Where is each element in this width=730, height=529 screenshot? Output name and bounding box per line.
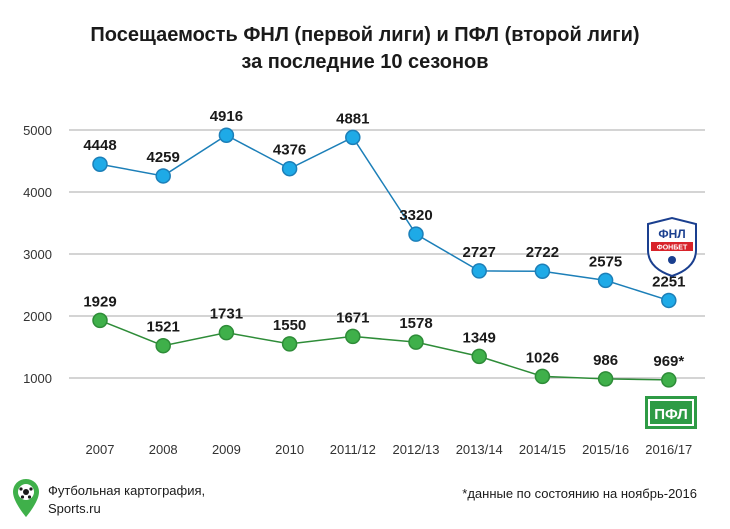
fnl-data-point xyxy=(661,292,677,309)
x-tick-label: 2015/16 xyxy=(582,442,629,457)
fnl-data-point xyxy=(345,129,361,146)
x-tick-label: 2013/14 xyxy=(456,442,503,457)
pfl-data-label: 969* xyxy=(653,353,684,370)
x-tick-label: 2008 xyxy=(149,442,178,457)
fnl-data-label: 4916 xyxy=(210,108,243,125)
fnl-data-point xyxy=(534,263,551,279)
x-tick-label: 2007 xyxy=(86,442,115,457)
fnl-data-label: 4448 xyxy=(83,137,116,154)
pfl-data-label: 986 xyxy=(593,352,618,369)
pfl-data-label: 1349 xyxy=(463,329,496,346)
fnl-data-point xyxy=(218,127,235,143)
fnl-data-point xyxy=(92,156,108,172)
y-tick-label: 2000 xyxy=(23,309,52,324)
pfl-data-label: 1550 xyxy=(273,317,306,334)
pfl-data-label: 1929 xyxy=(83,293,116,310)
pfl-data-label: 1671 xyxy=(336,309,369,326)
fnl-data-label: 4376 xyxy=(273,142,306,159)
fnl-logo-sponsor: ФОНБЕТ xyxy=(657,245,688,252)
pfl-data-point xyxy=(534,368,551,385)
fnl-data-label: 2575 xyxy=(589,253,622,270)
source-line1: Футбольная картография, xyxy=(48,483,206,498)
pfl-data-point xyxy=(155,337,171,354)
pfl-data-point xyxy=(408,334,424,350)
source-credit: Футбольная картография, Sports.ru xyxy=(48,482,205,518)
fnl-data-label: 2722 xyxy=(526,244,559,261)
fnl-logo-text: ФНЛ xyxy=(658,227,685,241)
y-axis: 1000 2000 3000 4000 5000 xyxy=(23,123,52,386)
fnl-data-label: 4881 xyxy=(336,110,369,127)
fnl-logo: ФНЛ ФОНБЕТ xyxy=(647,216,697,278)
pfl-data-point xyxy=(218,324,235,341)
pfl-data-point xyxy=(345,328,361,345)
pfl-data-label: 1521 xyxy=(147,319,180,336)
pfl-logo: ПФЛ xyxy=(645,396,697,429)
fnl-series-line xyxy=(99,134,670,302)
fnl-data-label: 2251 xyxy=(652,273,685,290)
pfl-data-point xyxy=(661,372,677,388)
fnl-data-point xyxy=(471,263,487,279)
y-tick-label: 1000 xyxy=(23,371,52,386)
x-tick-label: 2016/17 xyxy=(645,442,692,457)
y-tick-label: 4000 xyxy=(23,185,52,200)
pfl-data-point xyxy=(597,371,614,387)
pfl-logo-text: ПФЛ xyxy=(654,406,688,423)
data-labels: 4448 4259 4916 4376 4881 3320 2727 2722 2575 2251… xyxy=(83,108,685,370)
pfl-data-label: 1731 xyxy=(210,306,243,323)
x-axis: 2007 2008 2009 2010 2011/12 2012/13 2013/14 201… xyxy=(86,442,693,457)
series-points xyxy=(92,127,677,388)
x-tick-label: 2011/12 xyxy=(330,442,376,457)
pfl-series-line xyxy=(99,319,669,381)
x-tick-label: 2014/15 xyxy=(519,442,566,457)
pfl-logo-bg xyxy=(645,396,697,429)
pfl-data-label: 1026 xyxy=(526,349,559,366)
x-tick-label: 2009 xyxy=(212,442,241,457)
pfl-data-point xyxy=(281,336,298,352)
fnl-data-point xyxy=(597,272,614,289)
source-line2: Sports.ru xyxy=(48,501,101,516)
chart-title-line2: за последние 10 сезонов xyxy=(241,51,489,73)
series-lines xyxy=(99,134,670,381)
fnl-data-label: 3320 xyxy=(399,207,432,224)
fnl-data-point xyxy=(408,226,424,242)
fnl-data-label: 2727 xyxy=(463,244,496,261)
fnl-data-point xyxy=(281,160,298,177)
map-pin-ball-icon xyxy=(13,479,39,517)
y-tick-label: 5000 xyxy=(23,123,52,138)
fnl-data-label: 4259 xyxy=(147,149,180,166)
footnote: *данные по состоянию на ноябрь-2016 xyxy=(462,486,697,501)
pfl-data-point xyxy=(92,312,108,329)
pfl-data-label: 1578 xyxy=(399,315,432,332)
chart-title-line1: Посещаемость ФНЛ (первой лиги) и ПФЛ (вт… xyxy=(90,24,640,46)
chart-title: Посещаемость ФНЛ (первой лиги) и ПФЛ (вт… xyxy=(0,22,730,76)
fnl-data-point xyxy=(155,168,171,184)
y-tick-label: 3000 xyxy=(23,247,52,262)
pfl-logo-frame xyxy=(648,399,694,426)
fnl-logo-band xyxy=(651,242,693,251)
x-tick-label: 2012/13 xyxy=(393,442,440,457)
fnl-logo-emblem xyxy=(668,256,676,264)
x-tick-label: 2010 xyxy=(275,442,304,457)
pfl-data-point xyxy=(471,348,487,365)
